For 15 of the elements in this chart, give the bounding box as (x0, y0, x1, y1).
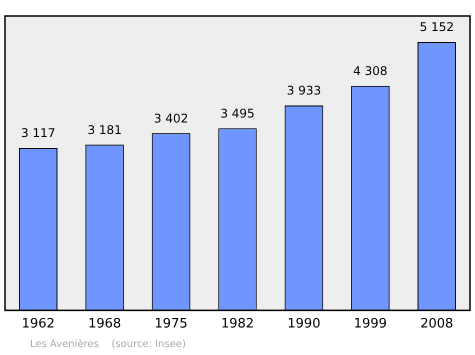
data-label: 3 402 (154, 111, 188, 126)
x-tick-label: 1968 (88, 316, 122, 332)
data-label: 4 308 (353, 64, 388, 78)
data-label: 3 181 (87, 122, 122, 137)
x-tick-label: 1962 (22, 316, 55, 332)
data-label: 5 152 (420, 20, 454, 34)
text: Les Avenières (source: Insee) (30, 339, 186, 350)
x-tick-label: 1975 (154, 316, 188, 332)
x-tick-label: 1982 (220, 316, 254, 332)
data-label: 3 933 (286, 84, 322, 98)
x-tick-label: 1990 (287, 316, 320, 332)
data-label: 3 495 (220, 106, 255, 120)
data-label: 3 117 (21, 126, 56, 140)
x-tick-label: 2008 (420, 316, 454, 332)
x-tick-label: 1999 (354, 316, 387, 332)
